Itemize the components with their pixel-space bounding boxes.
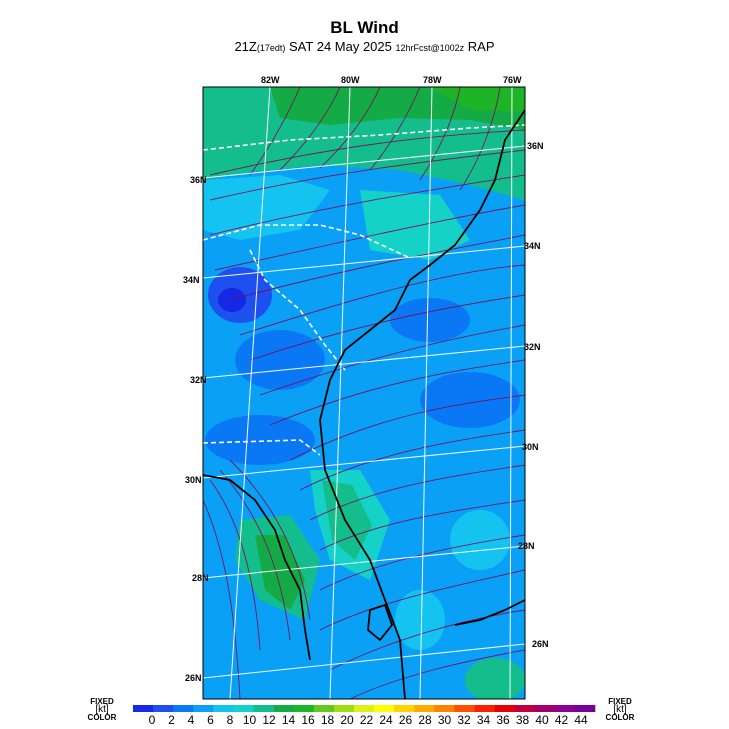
lat-label-right-36n: 36N [527, 141, 544, 151]
colorbar-swatch [534, 705, 556, 712]
colorbar-right-color: COLOR [605, 713, 635, 722]
colorbar-tick-label: 10 [242, 713, 257, 727]
colorbar-swatch [353, 705, 375, 712]
lat-label-right-30n: 30N [522, 442, 539, 452]
colorbar-swatch [293, 705, 315, 712]
colorbar-left-label: FIXED [kt] COLOR [84, 698, 120, 722]
colorbar-swatch [193, 705, 214, 712]
lon-label-78w: 78W [423, 75, 442, 85]
colorbar-swatch [374, 705, 395, 712]
colorbar-tick-label: 8 [226, 713, 234, 727]
lon-label-80w: 80W [341, 75, 360, 85]
colorbar-tick-label: 6 [207, 713, 214, 727]
chart-title: BL Wind [330, 18, 399, 37]
colorbar-swatch [233, 705, 254, 712]
colorbar-swatch [554, 705, 576, 712]
model-name: RAP [467, 39, 495, 54]
colorbar-right-unit: [kt] [613, 704, 627, 715]
colorbar-tick-label: 36 [496, 713, 510, 727]
lat-label-left-36n: 36N [190, 175, 207, 185]
colorbar-tick-label: 28 [418, 713, 432, 727]
colorbar [133, 705, 596, 712]
colorbar-swatch [133, 705, 154, 712]
lat-label-left-32n: 32N [190, 375, 207, 385]
colorbar-swatch [173, 705, 194, 712]
colorbar-swatch [153, 705, 174, 712]
lon-label-76w: 76W [503, 75, 522, 85]
lat-label-right-34n: 34N [524, 241, 541, 251]
colorbar-swatch [574, 705, 596, 712]
colorbar-swatch [253, 705, 274, 712]
colorbar-swatch [474, 705, 495, 712]
colorbar-swatch [273, 705, 294, 712]
colorbar-tick-label: 40 [535, 713, 549, 727]
colorbar-right-fixed: FIXED [608, 697, 632, 706]
colorbar-swatch [494, 705, 515, 712]
colorbar-tick-label: 42 [554, 713, 569, 727]
valid-time: 21Z [234, 39, 257, 54]
colorbar-tick-label: 0 [148, 713, 156, 727]
colorbar-tick-label: 32 [457, 713, 471, 727]
colorbar-tick-label: 24 [379, 713, 393, 727]
colorbar-left-fixed: FIXED [90, 697, 114, 706]
colorbar-tick-label: 30 [437, 713, 452, 727]
lon-label-82w: 82W [261, 75, 280, 85]
chart-subtitle: 21Z(17edt) SAT 24 May 2025 12hrFcst@1002… [0, 39, 729, 54]
colorbar-swatch [213, 705, 234, 712]
colorbar-swatch [333, 705, 355, 712]
colorbar-left-color: COLOR [87, 713, 117, 722]
colorbar-right-label: FIXED [kt] COLOR [602, 698, 638, 722]
lat-label-right-32n: 32N [524, 342, 541, 352]
lat-label-left-30n: 30N [185, 475, 202, 485]
map-field [203, 87, 525, 699]
colorbar-swatch [313, 705, 335, 712]
colorbar-tick-label: 20 [340, 713, 354, 727]
forecast-info: 12hrFcst@1002z [395, 43, 465, 53]
colorbar-tick-label: 4 [187, 713, 195, 727]
colorbar-swatch [394, 705, 415, 712]
colorbar-tick-label: 18 [320, 713, 335, 727]
colorbar-swatch [454, 705, 475, 712]
colorbar-tick-label: 2 [168, 713, 175, 727]
colorbar-tick-label: 34 [476, 713, 491, 727]
lat-label-right-26n: 26N [532, 639, 549, 649]
colorbar-tick-label: 44 [574, 713, 588, 727]
lat-label-right-28n: 28N [518, 541, 535, 551]
map-frame [202, 86, 526, 700]
colorbar-swatch [414, 705, 435, 712]
colorbar-tick-label: 38 [515, 713, 530, 727]
colorbar-tick-label: 14 [281, 713, 296, 727]
colorbar-left-unit: [kt] [95, 704, 109, 715]
lat-label-left-28n: 28N [192, 573, 209, 583]
colorbar-swatch [434, 705, 455, 712]
colorbar-swatch [514, 705, 536, 712]
colorbar-tick-label: 26 [398, 713, 413, 727]
lat-label-left-26n: 26N [185, 673, 202, 683]
lat-label-left-34n: 34N [183, 275, 200, 285]
colorbar-tick-label: 16 [301, 713, 315, 727]
colorbar-tick-label: 12 [262, 713, 276, 727]
colorbar-tick-label: 22 [359, 713, 374, 727]
local-time: (17edt) [256, 43, 286, 53]
valid-date: SAT 24 May 2025 [289, 39, 392, 54]
